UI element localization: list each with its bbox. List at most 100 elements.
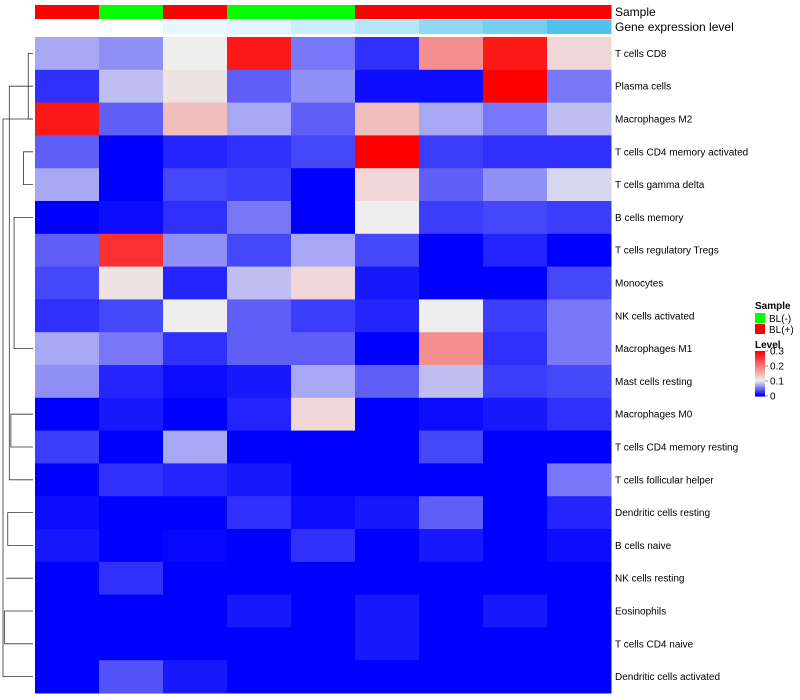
- heatmap-cell: [547, 266, 612, 300]
- heatmap-cell: [227, 233, 292, 268]
- heatmap-cell: [547, 233, 612, 268]
- annotation-cell: [163, 5, 228, 19]
- sample-legend-label: BL(-): [769, 314, 791, 325]
- annotation-cell: [419, 20, 484, 34]
- heatmap-cell: [355, 496, 420, 530]
- heatmap-cell: [35, 496, 100, 530]
- heatmap-cell: [163, 201, 228, 235]
- heatmap-cell: [419, 463, 484, 497]
- level-gradient-strip: [755, 388, 765, 391]
- heatmap-cell: [35, 561, 100, 596]
- level-gradient-strip: [755, 369, 765, 372]
- dendrogram-branch: [8, 85, 33, 481]
- heatmap-cell: [355, 529, 420, 563]
- heatmap-cell: [163, 627, 228, 661]
- heatmap-cell: [163, 561, 228, 596]
- row-label: NK cells activated: [615, 311, 694, 322]
- heatmap-cell: [419, 561, 484, 596]
- level-gradient-strip: [755, 390, 765, 393]
- heatmap-cell: [227, 496, 292, 530]
- heatmap-cell: [163, 365, 228, 399]
- heatmap-cell: [291, 529, 356, 563]
- heatmap-cell: [99, 529, 164, 563]
- annotation-cell: [291, 5, 356, 19]
- level-gradient-strip: [755, 361, 765, 364]
- heatmap-cell: [163, 332, 228, 366]
- level-gradient-strip: [755, 381, 765, 384]
- heatmap-cell: [547, 529, 612, 563]
- annotation-cell: [291, 20, 356, 34]
- annotation-cell: [163, 20, 228, 34]
- sample-legend-swatch: [755, 313, 765, 323]
- heatmap-cell: [355, 37, 420, 71]
- heatmap-cell: [99, 594, 164, 628]
- heatmap-cell: [291, 266, 356, 300]
- dendrogram-branch: [2, 118, 33, 677]
- heatmap-cell: [355, 660, 420, 694]
- heatmap-cell: [291, 69, 356, 104]
- heatmap-cell: [291, 168, 356, 202]
- heatmap-cell: [291, 627, 356, 661]
- heatmap-cell: [227, 561, 292, 596]
- heatmap-cell: [227, 594, 292, 628]
- heatmap-cell: [419, 529, 484, 563]
- heatmap-cell: [163, 660, 228, 694]
- level-gradient-strip: [755, 378, 765, 381]
- annotation-cell: [99, 5, 164, 19]
- heatmap-cell: [483, 233, 548, 268]
- heatmap-cell: [35, 463, 100, 497]
- heatmap-cell: [99, 561, 164, 596]
- heatmap-cells: [35, 37, 612, 694]
- heatmap-cell: [547, 201, 612, 235]
- heatmap-cell: [99, 168, 164, 202]
- heatmap-cell: [355, 365, 420, 399]
- row-label: Macrophages M2: [615, 115, 693, 126]
- heatmap-cell: [483, 69, 548, 104]
- heatmap-cell: [99, 627, 164, 661]
- level-gradient-strip: [755, 358, 765, 361]
- heatmap-cell: [547, 168, 612, 202]
- level-gradient-strip: [755, 393, 765, 396]
- heatmap-cell: [483, 102, 548, 136]
- heatmap-cell: [163, 463, 228, 497]
- heatmap-cell: [163, 233, 228, 268]
- row-label: T cells CD4 memory resting: [615, 443, 738, 454]
- heatmap-cell: [227, 463, 292, 497]
- annotation-cell: [227, 20, 292, 34]
- heatmap-cell: [163, 397, 228, 432]
- heatmap-cell: [291, 561, 356, 596]
- heatmap-cell: [419, 69, 484, 104]
- heatmap-cell: [419, 102, 484, 136]
- dendrogram-branch: [23, 151, 33, 185]
- annotation-cell: [483, 5, 548, 19]
- heatmap-cell: [291, 660, 356, 694]
- heatmap-cell: [35, 102, 100, 136]
- level-gradient-strip: [755, 370, 765, 373]
- annotation-cell: [419, 5, 484, 19]
- heatmap-cell: [483, 430, 548, 464]
- heatmap-cell: [483, 299, 548, 333]
- level-gradient-strip: [755, 372, 765, 375]
- level-tick-label: 0.1: [770, 377, 784, 388]
- heatmap-cell: [419, 37, 484, 71]
- heatmap-cell: [227, 201, 292, 235]
- heatmap-cell: [99, 332, 164, 366]
- row-label: T cells CD4 memory activated: [615, 147, 748, 158]
- heatmap-cell: [163, 69, 228, 104]
- level-gradient-strip: [755, 376, 765, 379]
- heatmap-cell: [355, 69, 420, 104]
- annotation-cell: [547, 20, 612, 34]
- heatmap-cell: [227, 430, 292, 464]
- row-label: Dendritic cells resting: [615, 508, 710, 519]
- heatmap-cell: [419, 135, 484, 169]
- heatmap-cell: [35, 201, 100, 235]
- level-gradient-strip: [755, 375, 765, 378]
- heatmap-cell: [355, 561, 420, 596]
- heatmap-cell: [227, 37, 292, 71]
- heatmap-cell: [547, 397, 612, 432]
- heatmap-cell: [99, 496, 164, 530]
- heatmap-cell: [35, 529, 100, 563]
- heatmap-cell: [99, 201, 164, 235]
- heatmap-cell: [35, 627, 100, 661]
